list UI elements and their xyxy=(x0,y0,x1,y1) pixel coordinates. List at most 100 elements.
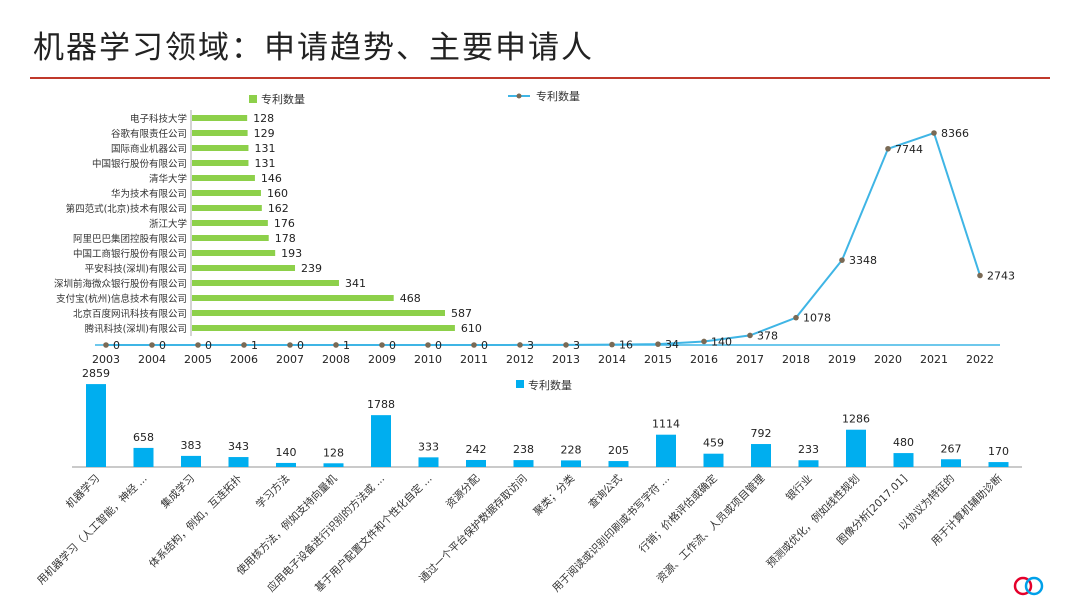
line-x-tick-label: 2017 xyxy=(736,353,764,366)
hbar-category-label: 腾讯科技(深圳)有限公司 xyxy=(85,323,187,335)
line-data-label: 0 xyxy=(389,339,396,352)
bar xyxy=(703,453,724,467)
hbar-data-label: 131 xyxy=(254,142,275,155)
line-point xyxy=(103,342,109,348)
hbar-category-label: 深圳前海微众银行股份有限公司 xyxy=(54,278,187,290)
bar-data-label: 333 xyxy=(418,440,439,453)
hbar-bar xyxy=(192,205,262,211)
line-x-tick-label: 2007 xyxy=(276,353,304,366)
hbar-legend-label: 专利数量 xyxy=(261,92,305,106)
line-point xyxy=(701,338,707,345)
line-point xyxy=(747,332,753,339)
line-data-label: 7744 xyxy=(895,143,923,156)
line-point xyxy=(885,145,891,152)
hbar-data-label: 162 xyxy=(268,202,289,215)
bar-data-label: 267 xyxy=(941,442,962,455)
bar-data-label: 140 xyxy=(276,446,297,459)
hbar-bar xyxy=(192,235,269,241)
bar-legend-label: 专利数量 xyxy=(528,378,572,392)
line-point xyxy=(149,342,155,348)
line-data-label: 2743 xyxy=(987,269,1015,282)
line-x-tick-label: 2016 xyxy=(690,353,718,366)
bar-category-label: 聚类；分类 xyxy=(531,472,578,519)
line-point xyxy=(195,342,201,348)
bar xyxy=(323,463,344,467)
hbar-category-label: 清华大学 xyxy=(149,173,187,185)
hbar-category-label: 中国工商银行股份有限公司 xyxy=(73,248,187,260)
hbar-data-label: 239 xyxy=(301,262,322,275)
bar-category-label: 集成学习 xyxy=(158,472,197,511)
hbar-data-label: 341 xyxy=(345,277,366,290)
bar-category-label: 学习方法 xyxy=(253,472,292,511)
line-legend-marker xyxy=(516,93,522,99)
bar xyxy=(513,460,534,467)
bar-data-label: 170 xyxy=(988,445,1009,458)
bar-data-label: 658 xyxy=(133,431,154,444)
line-series xyxy=(106,131,981,347)
line-point xyxy=(609,341,615,348)
bar-data-label: 233 xyxy=(798,443,819,456)
line-x-tick-label: 2012 xyxy=(506,353,534,366)
hbar-bar xyxy=(192,265,296,271)
hbar-data-label: 176 xyxy=(274,217,295,230)
bar-data-label: 480 xyxy=(893,436,914,449)
line-data-label: 0 xyxy=(159,339,166,352)
line-x-tick-label: 2004 xyxy=(138,353,166,366)
line-point xyxy=(333,342,339,348)
line-data-label: 3 xyxy=(573,339,580,352)
bar xyxy=(86,384,106,467)
title-divider xyxy=(30,77,1050,79)
line-point xyxy=(517,342,523,348)
line-x-tick-label: 2022 xyxy=(966,353,994,366)
hbar-data-label: 610 xyxy=(461,322,482,335)
bar xyxy=(893,453,914,467)
bar xyxy=(941,459,961,467)
bar xyxy=(988,462,1009,467)
bar-data-label: 128 xyxy=(323,446,344,459)
line-x-tick-label: 2010 xyxy=(414,353,442,366)
line-point xyxy=(655,341,661,347)
line-data-label: 1 xyxy=(251,339,258,352)
bar xyxy=(656,434,676,467)
bar-category-label: 资源分配 xyxy=(443,472,482,511)
bar-legend-swatch xyxy=(516,380,524,388)
hbar-data-label: 129 xyxy=(254,127,275,140)
logo-blue-ring-icon xyxy=(1024,576,1044,596)
bar-category-label: 银行业 xyxy=(783,472,814,503)
hbar-bar xyxy=(192,310,445,316)
hbar-data-label: 160 xyxy=(267,187,288,200)
hbar-category-label: 支付宝(杭州)信息技术有限公司 xyxy=(56,293,187,305)
line-x-tick-label: 2008 xyxy=(322,353,350,366)
line-point xyxy=(241,342,247,348)
bar-data-label: 238 xyxy=(513,443,534,456)
line-data-label: 3 xyxy=(527,339,534,352)
bar-data-label: 1788 xyxy=(367,398,395,411)
page-title: 机器学习领域：申请趋势、主要申请人 xyxy=(33,30,594,66)
hbar-category-label: 谷歌有限责任公司 xyxy=(111,128,187,140)
hbar-bar xyxy=(192,115,248,121)
bar-data-label: 242 xyxy=(466,443,487,456)
hbar-data-label: 587 xyxy=(451,307,472,320)
hbar-bar xyxy=(192,175,255,181)
bar-data-label: 205 xyxy=(608,444,629,457)
hbar-data-label: 193 xyxy=(281,247,302,260)
line-x-tick-label: 2019 xyxy=(828,353,856,366)
bar-category-label: 体系结构，例如，互连拓扑 xyxy=(146,472,245,571)
line-point xyxy=(977,272,983,279)
bar xyxy=(133,447,154,467)
bar xyxy=(371,415,391,467)
line-x-tick-label: 2018 xyxy=(782,353,810,366)
hbar-bar xyxy=(192,190,261,196)
line-data-label: 0 xyxy=(205,339,212,352)
bar-data-label: 228 xyxy=(561,443,582,456)
hbar-data-label: 131 xyxy=(254,157,275,170)
hbar-bar xyxy=(192,220,268,226)
hbar-category-label: 北京百度网讯科技有限公司 xyxy=(73,308,187,320)
line-x-tick-label: 2009 xyxy=(368,353,396,366)
bar xyxy=(181,455,201,467)
line-point xyxy=(425,342,431,348)
line-point xyxy=(379,342,385,348)
hbar-bar xyxy=(192,160,249,166)
line-x-tick-label: 2005 xyxy=(184,353,212,366)
line-data-label: 1 xyxy=(343,339,350,352)
